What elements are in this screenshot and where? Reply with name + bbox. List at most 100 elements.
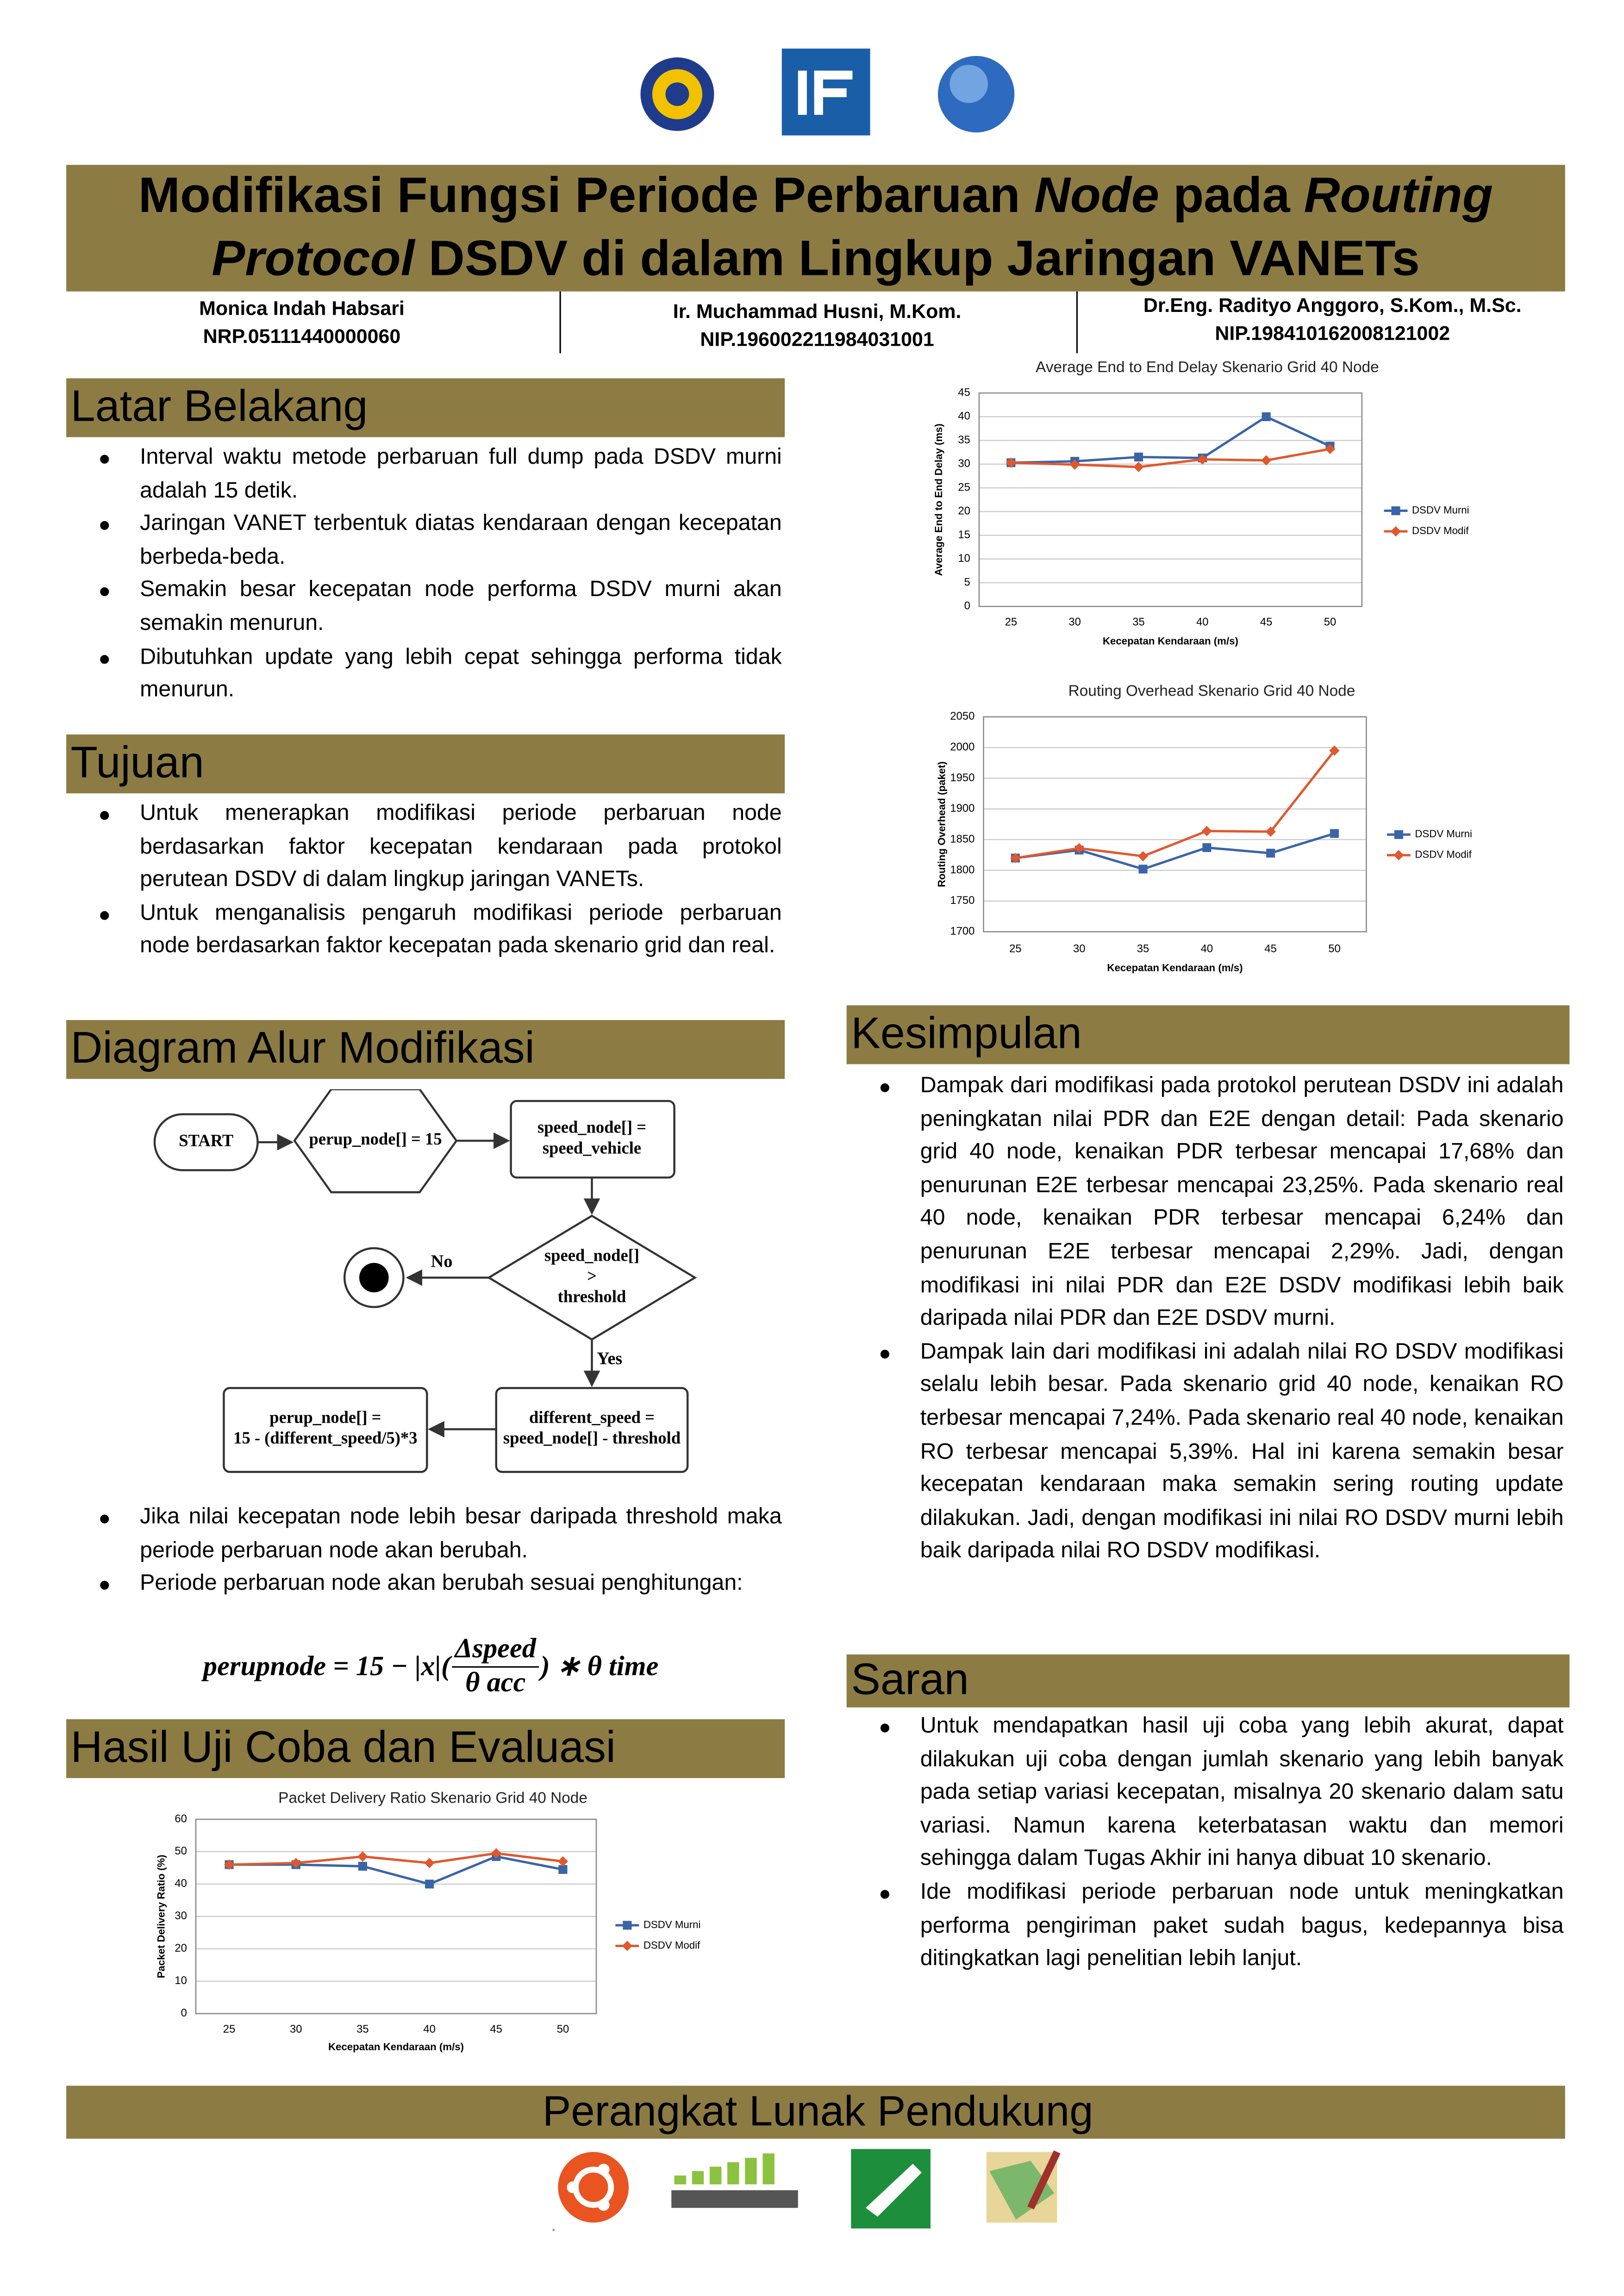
y-tick-label: 60 xyxy=(175,1812,187,1825)
x-tick-label: 25 xyxy=(223,2023,236,2035)
map-logo xyxy=(986,2150,1061,2223)
y-tick-label: 10 xyxy=(958,552,970,565)
x-tick-label: 30 xyxy=(1073,943,1086,955)
section-heading: Kesimpulan xyxy=(846,1005,1570,1064)
legend-label: DSDV Modif xyxy=(1412,525,1469,536)
y-tick-label: 15 xyxy=(958,529,970,541)
y-tick-label: 35 xyxy=(958,434,970,446)
section-heading: Diagram Alur Modifikasi xyxy=(66,1020,785,1079)
x-tick-label: 45 xyxy=(1260,616,1273,628)
x-tick-label: 30 xyxy=(290,2023,302,2035)
chart-title: Average End to End Delay Skenario Grid 4… xyxy=(1036,359,1379,376)
legend-marker xyxy=(1394,830,1403,839)
legend-marker xyxy=(622,1941,632,1951)
y-tick-label: 40 xyxy=(958,410,970,423)
y-tick-label: 50 xyxy=(175,1845,187,1857)
x-tick-label: 40 xyxy=(423,2023,436,2035)
bullet-list: Dampak dari modifikasi pada protokol per… xyxy=(847,1070,1564,1569)
bullet-item: Dampak dari modifikasi pada protokol per… xyxy=(880,1070,1564,1336)
series-line xyxy=(1015,750,1336,859)
data-point xyxy=(424,1858,435,1868)
series-line xyxy=(1015,832,1335,871)
ubuntu-logo xyxy=(558,2152,629,2223)
data-point xyxy=(1133,461,1144,473)
y-tick-label: 25 xyxy=(958,481,970,493)
y-tick-label: 40 xyxy=(175,1877,187,1890)
author-name: Monica Indah Habsari xyxy=(199,297,405,320)
legend-label: DSDV Murni xyxy=(643,1919,701,1930)
process-node xyxy=(510,1100,675,1179)
x-tick-label: 50 xyxy=(1324,616,1337,628)
y-tick-label: 1900 xyxy=(950,802,974,815)
data-point xyxy=(491,1848,501,1859)
divider xyxy=(559,291,561,354)
chart: Packet Delivery Ratio Skenario Grid 40 N… xyxy=(156,1789,701,2053)
formula: perupnode = 15 − |x|( Δspeed θ acc ) ∗ θ … xyxy=(203,1634,659,1700)
bullet-list: Interval waktu metode perbaruan full dum… xyxy=(66,442,782,708)
title-segment: DSDV di dalam Lingkup Jaringan VANETs xyxy=(414,231,1420,287)
y-tick-label: 5 xyxy=(964,576,970,588)
bullet-item: Jika nilai kecepatan node lebih besar da… xyxy=(100,1501,782,1568)
formula-left: perupnode = 15 − |x|( xyxy=(203,1650,451,1682)
plot-border xyxy=(983,716,1367,933)
title-segment: Modifikasi Fungsi Periode Perbaruan xyxy=(138,168,1034,224)
title-segment: Protocol xyxy=(212,231,415,287)
chart: Average End to End Delay Skenario Grid 4… xyxy=(933,359,1469,647)
x-tick-label: 45 xyxy=(1264,943,1277,955)
process-node xyxy=(223,1387,428,1473)
flow-node-label: START xyxy=(179,1131,233,1150)
title-segment: pada xyxy=(1159,168,1304,224)
data-point xyxy=(357,1851,368,1862)
series-line xyxy=(1011,415,1331,464)
title-line: Modifikasi Fungsi Periode Perbaruan Node… xyxy=(66,165,1565,228)
formula-denominator: θ acc xyxy=(465,1668,526,1699)
legend-label: DSDV Murni xyxy=(1415,828,1472,840)
flow-edge-label: Yes xyxy=(597,1349,622,1368)
flow-node-label: > xyxy=(587,1266,597,1285)
flow-node-label: speed_node[] - threshold xyxy=(503,1428,681,1447)
y-tick-label: 2050 xyxy=(950,710,974,722)
x-axis-title: Kecepatan Kendaraan (m/s) xyxy=(328,2041,464,2053)
bullet-item: Jaringan VANET terbentuk diatas kendaraa… xyxy=(100,508,782,575)
author: Dr.Eng. Radityo Anggoro, S.Kom., M.Sc. NI… xyxy=(1097,292,1568,348)
data-point xyxy=(1202,843,1212,852)
y-axis-title: Average End to End Delay (ms) xyxy=(933,423,944,576)
data-point xyxy=(1197,454,1208,465)
author-id: NIP.196002211984031001 xyxy=(700,328,934,350)
flow-node-label: different_speed = xyxy=(529,1407,655,1426)
chart: Routing Overhead Skenario Grid 40 Node 17… xyxy=(936,683,1472,974)
data-point xyxy=(1201,826,1212,836)
author-name: Ir. Muchammad Husni, M.Kom. xyxy=(673,300,962,323)
legend-marker xyxy=(1393,850,1404,860)
y-tick-label: 45 xyxy=(958,386,970,398)
author: Ir. Muchammad Husni, M.Kom. NIP.196002211… xyxy=(618,294,1016,353)
bullet-list: Untuk mendapatkan hasil uji coba yang le… xyxy=(847,1711,1564,1977)
data-point xyxy=(558,1865,568,1874)
bullet-item: Untuk menganalisis pengaruh modifikasi p… xyxy=(100,897,782,964)
formula-fraction: Δspeed θ acc xyxy=(452,1634,539,1700)
y-tick-label: 1700 xyxy=(950,925,974,937)
decision-node xyxy=(487,1214,697,1341)
x-tick-label: 40 xyxy=(1196,616,1209,628)
x-tick-label: 50 xyxy=(1328,943,1341,955)
title-line: Protocol DSDV di dalam Lingkup Jaringan … xyxy=(66,228,1565,292)
bullet-list: Untuk menerapkan modifikasi periode perb… xyxy=(66,798,782,964)
flow-node-label: speed_node[] xyxy=(544,1245,639,1264)
y-tick-label: 30 xyxy=(175,1910,187,1922)
data-point xyxy=(1262,412,1271,421)
y-tick-label: 20 xyxy=(175,1942,187,1954)
x-axis-title: Kecepatan Kendaraan (m/s) xyxy=(1107,962,1243,974)
title-band: Modifikasi Fungsi Periode Perbaruan Node… xyxy=(66,165,1565,292)
legend-label: DSDV Modif xyxy=(1415,849,1472,860)
series-line xyxy=(229,1852,563,1866)
data-point xyxy=(291,1858,301,1868)
data-point xyxy=(1330,829,1339,838)
x-tick-label: 40 xyxy=(1201,943,1213,955)
chart-title: Routing Overhead Skenario Grid 40 Node xyxy=(1068,683,1355,700)
data-point xyxy=(557,1856,568,1867)
y-tick-label: 10 xyxy=(175,1974,187,1987)
legend-label: DSDV Modif xyxy=(643,1939,700,1951)
